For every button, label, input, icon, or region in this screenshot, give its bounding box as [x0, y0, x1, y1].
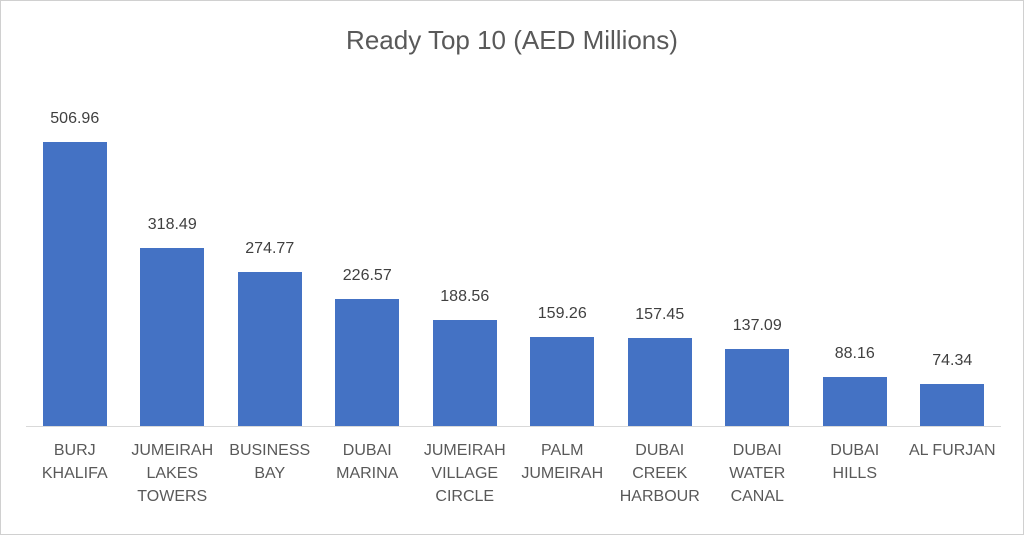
- bar: [822, 376, 887, 426]
- x-tick-label: DUBAI WATER CANAL: [729, 442, 786, 505]
- data-label: 318.49: [147, 215, 197, 233]
- data-label: 74.34: [932, 352, 973, 370]
- x-tick-label: DUBAI HILLS: [830, 442, 880, 482]
- x-axis-line: [26, 426, 1001, 427]
- data-label: 226.57: [342, 267, 392, 285]
- x-tick-label: AL FURJAN: [908, 442, 996, 459]
- data-label: 274.77: [245, 240, 295, 258]
- bar: [335, 299, 400, 426]
- x-tick-label: BURJ KHALIFA: [41, 442, 108, 482]
- x-tick-label: PALM JUMEIRAH: [521, 442, 604, 482]
- bar: [920, 384, 985, 426]
- data-label: 137.09: [732, 317, 782, 335]
- data-label: 88.16: [834, 344, 875, 362]
- data-label: 506.96: [50, 110, 100, 127]
- x-tick-label: DUBAI MARINA: [336, 442, 399, 482]
- data-label: 159.26: [537, 304, 587, 322]
- x-tick-label: BUSINESS BAY: [229, 442, 311, 482]
- x-tick-label: DUBAI CREEK HARBOUR: [619, 442, 700, 505]
- chart-title: Ready Top 10 (AED Millions): [346, 25, 678, 55]
- bar: [627, 337, 692, 426]
- x-tick-label: JUMEIRAH LAKES TOWERS: [131, 442, 214, 505]
- bar: [725, 349, 790, 426]
- bar: [42, 142, 107, 426]
- data-label: 188.56: [440, 288, 490, 306]
- bar: [530, 336, 595, 426]
- bar: [140, 247, 205, 426]
- x-tick-label: JUMEIRAH VILLAGE CIRCLE: [423, 442, 506, 505]
- bar: [237, 272, 302, 426]
- data-label: 157.45: [635, 305, 685, 323]
- bar: [432, 320, 497, 426]
